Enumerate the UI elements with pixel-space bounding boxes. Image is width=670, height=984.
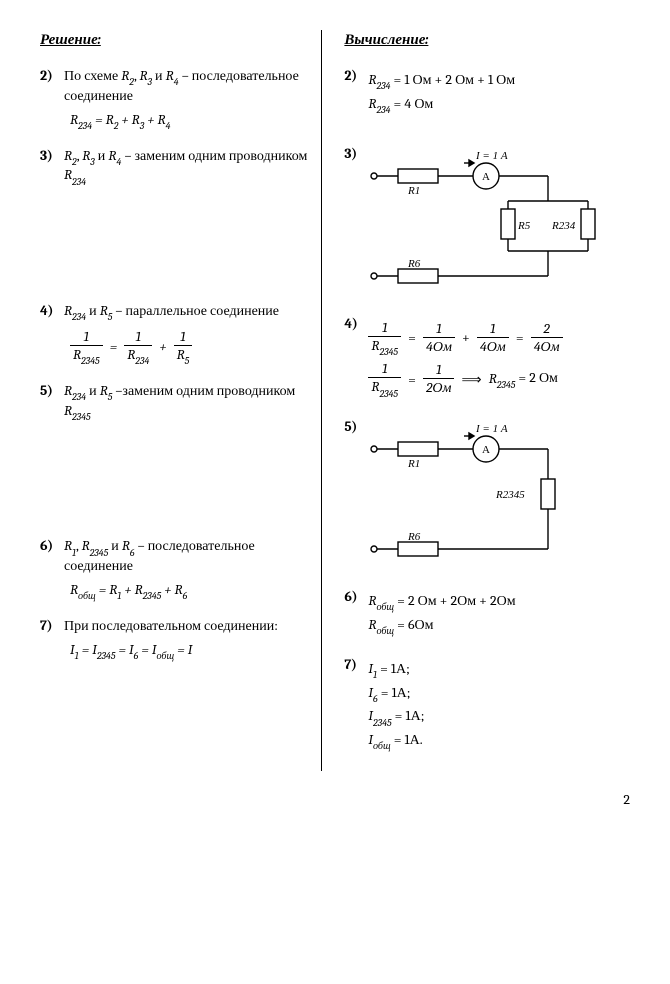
right-item-4: 4) 1R2345 = 14Ом + 14Ом = 24Ом 1R2345 = … [344,315,630,403]
calculation-header: Вычисление: [344,30,630,49]
formula-current: I1 = I2345 = I6 = Iобщ = I [70,641,311,661]
left-item-2: 2) По схеме R2, R3 и R4 – последовательн… [40,67,311,131]
svg-text:R234: R234 [551,220,576,232]
formula-parallel: 1R2345 = 1R234 + 1R5 [70,328,311,366]
svg-text:R1: R1 [407,458,420,470]
svg-text:A: A [482,171,490,183]
calculation-column: Вычисление: 2) R234 = 1 Ом + 2 Ом + 1 Ом… [340,30,630,771]
left-item-7: 7) При последовательном соединении: I1 =… [40,617,311,661]
right-item-5: 5) [344,418,630,572]
right-item-6: 6) Rобщ = 2 Ом + 2Ом + 2Ом Rобщ = 6Ом [344,588,630,640]
right-item-7: 7) I1 = 1А; I6 = 1А; I2345 = 1А; Iобщ = … [344,656,630,755]
solution-column: Решение: 2) По схеме R2, R3 и R4 – после… [40,30,322,771]
page-columns: Решение: 2) По схеме R2, R3 и R4 – после… [40,30,630,771]
svg-text:R5: R5 [517,220,531,232]
page-number: 2 [40,791,630,808]
formula-r234: R234 = R2 + R3 + R4 [70,111,311,131]
right-item-3: 3) [344,145,630,299]
formula-total: Rобщ = R1 + R2345 + R6 [70,581,311,601]
left-item-4: 4) R234 и R5 – параллельное соединение 1… [40,302,311,366]
right-item-2: 2) R234 = 1 Ом + 2 Ом + 1 Ом R234 = 4 Ом [344,67,630,119]
svg-text:R1: R1 [407,185,420,197]
circuit-diagram-3: I = 1 А A R1 R5 R234 R6 [368,151,598,291]
svg-text:A: A [482,444,490,456]
svg-text:I = 1 А: I = 1 А [475,151,508,162]
svg-text:R2345: R2345 [495,489,525,501]
left-item-6: 6) R1, R2345 и R6 – последовательное сое… [40,537,311,601]
left-item-5: 5) R234 и R5 –заменим одним проводником … [40,382,311,422]
left-item-3: 3) R2, R3 и R4 – заменим одним проводник… [40,147,311,187]
svg-text:R6: R6 [407,531,421,543]
circuit-diagram-5: I = 1 А A R1 R2345 R6 [368,424,588,564]
solution-header: Решение: [40,30,311,49]
svg-text:R6: R6 [407,258,421,270]
svg-text:I = 1 А: I = 1 А [475,424,508,435]
